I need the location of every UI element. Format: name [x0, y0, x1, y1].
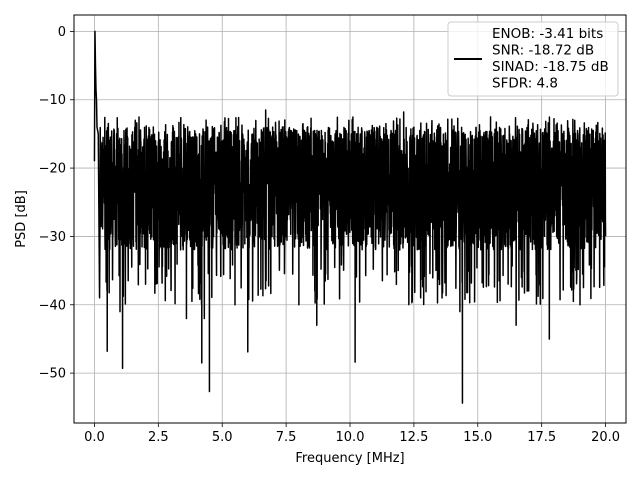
- x-tick-label: 2.5: [148, 430, 169, 445]
- x-tick-label: 10.0: [336, 430, 365, 445]
- legend-line-2: SINAD: -18.75 dB: [492, 59, 609, 75]
- y-tick-label: −30: [39, 230, 66, 245]
- legend-line-0: ENOB: -3.41 bits: [492, 26, 603, 42]
- x-tick-label: 12.5: [399, 430, 428, 445]
- x-tick-label: 15.0: [463, 430, 492, 445]
- x-axis-ticks: 0.0 2.5 5.0 7.5 10.0 12.5 15.0 17.5 20.0: [84, 423, 620, 445]
- psd-series-line: [93, 30, 607, 404]
- y-tick-label: −20: [39, 162, 66, 177]
- legend-box: [447, 21, 619, 97]
- x-tick-label: 17.5: [527, 430, 556, 445]
- x-tick-label: 20.0: [591, 430, 620, 445]
- x-tick-label: 7.5: [276, 430, 297, 445]
- x-axis-label: Frequency [MHz]: [295, 451, 404, 466]
- y-tick-label: −40: [39, 298, 66, 313]
- legend-entry-label: ENOB: -3.41 bits SNR: -18.72 dB SINAD: -18…: [492, 26, 609, 92]
- x-tick-label: 0.0: [84, 430, 105, 445]
- plot-area: [93, 30, 607, 404]
- y-tick-label: 0: [58, 25, 66, 40]
- y-axis-ticks: 0 −10 −20 −30 −40 −50: [39, 25, 74, 382]
- legend-line-3: SFDR: 4.8: [492, 76, 558, 92]
- y-tick-label: −10: [39, 93, 66, 108]
- y-tick-label: −50: [39, 367, 66, 382]
- x-tick-label: 5.0: [212, 430, 233, 445]
- legend-line-1: SNR: -18.72 dB: [492, 43, 594, 59]
- legend: ENOB: -3.41 bits SNR: -18.72 dB SINAD: -18…: [447, 21, 619, 97]
- y-axis-label: PSD [dB]: [14, 190, 29, 248]
